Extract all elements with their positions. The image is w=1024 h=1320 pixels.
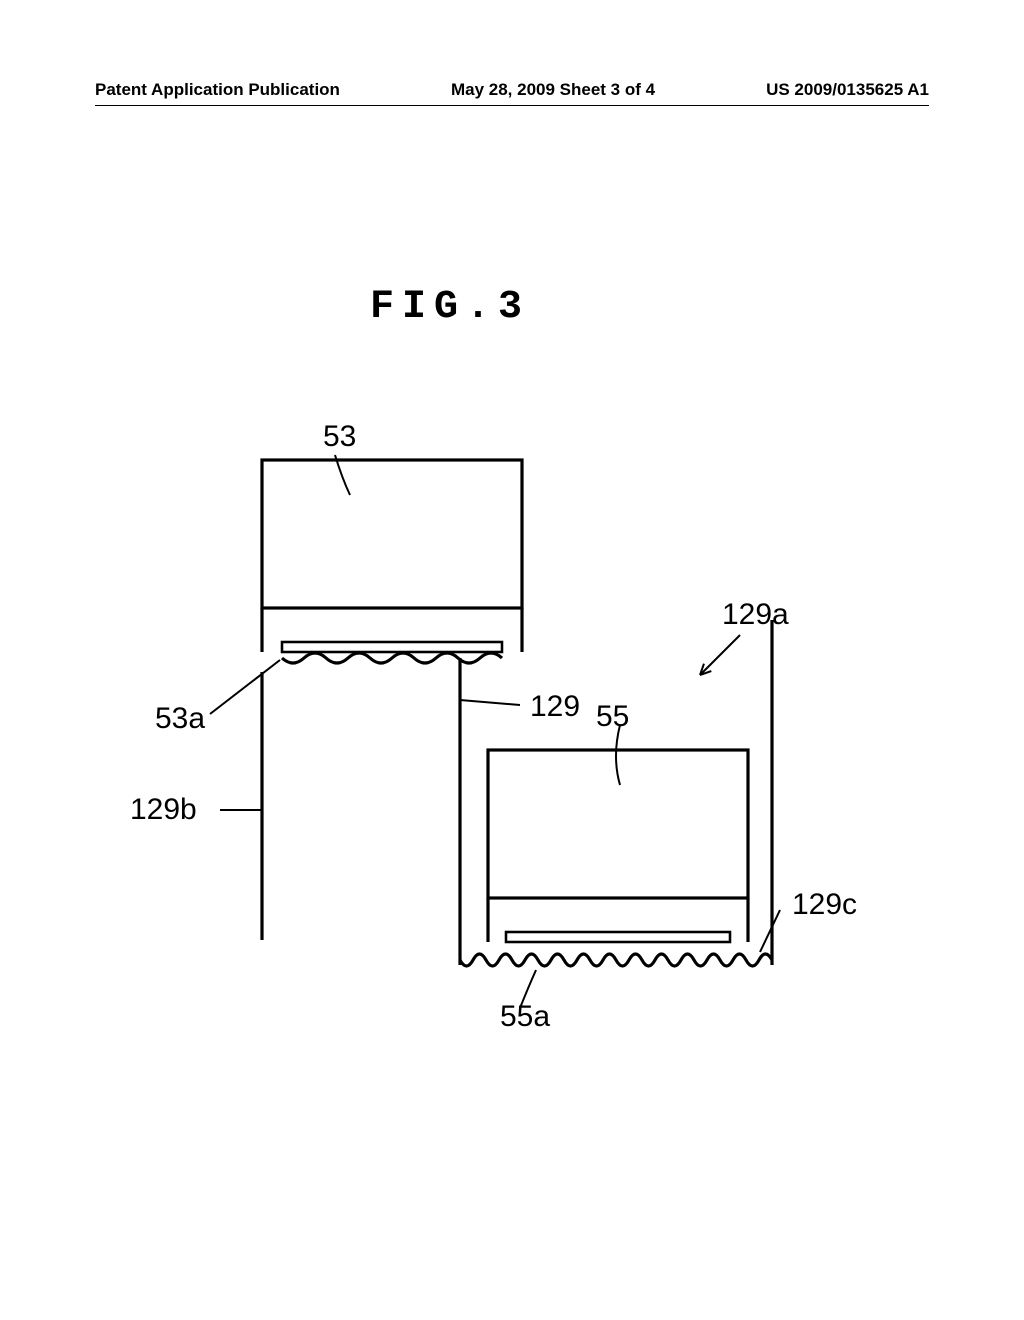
header-right: US 2009/0135625 A1 [766, 80, 929, 100]
header-left: Patent Application Publication [95, 80, 340, 100]
ref-label-53: 53 [323, 420, 356, 454]
leader-129c [760, 910, 780, 952]
header-rule [95, 105, 929, 106]
wave-53 [282, 653, 502, 663]
ref-label-53a: 53a [155, 702, 205, 736]
ref-label-55a: 55a [500, 1000, 550, 1034]
wave-55 [460, 954, 772, 966]
leader-129 [460, 700, 520, 705]
pad-55 [506, 932, 730, 942]
leader-55 [616, 725, 620, 785]
leader-129a [700, 635, 740, 675]
header-center: May 28, 2009 Sheet 3 of 4 [451, 80, 655, 100]
ref-label-129b: 129b [130, 793, 197, 827]
figure-diagram [220, 460, 795, 980]
page-header: Patent Application Publication May 28, 2… [0, 80, 1024, 100]
ref-label-129c: 129c [792, 888, 857, 922]
pad-53 [282, 642, 502, 652]
figure-title: FIG.3 [370, 285, 530, 330]
box-53 [262, 460, 522, 608]
leader-53a [210, 660, 280, 714]
